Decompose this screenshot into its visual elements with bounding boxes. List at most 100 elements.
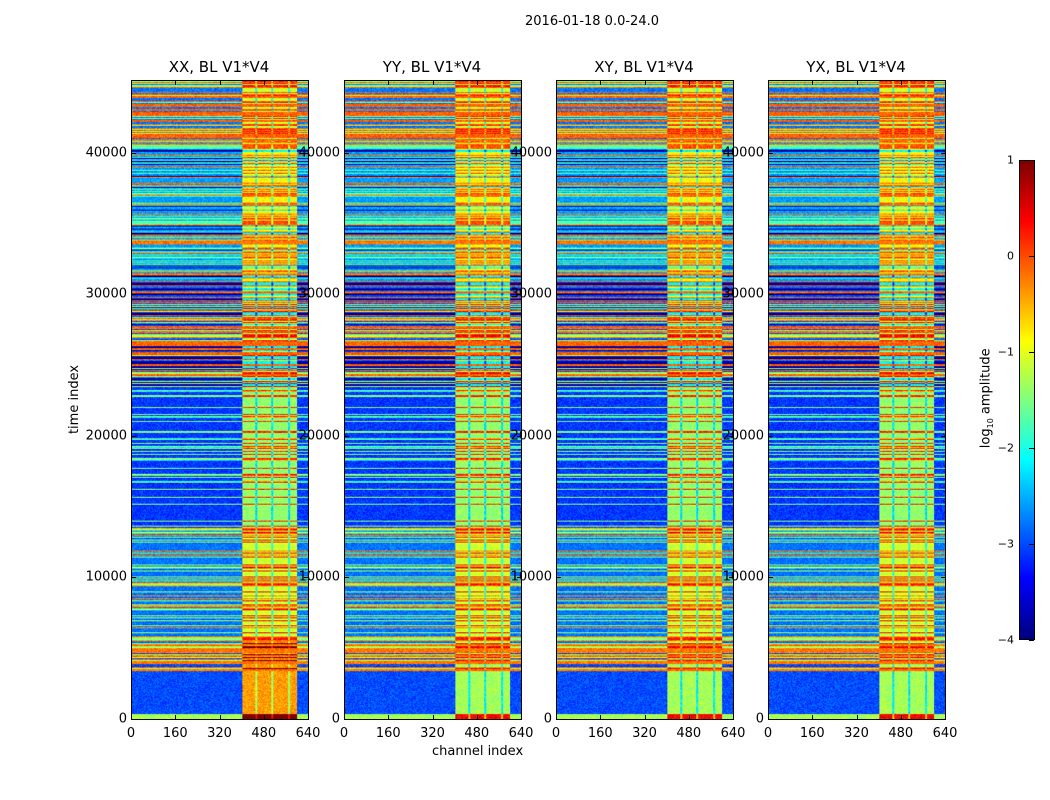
y-tick-label: 10000 xyxy=(298,569,340,585)
y-tick xyxy=(556,152,561,154)
x-tick-label: 320 xyxy=(632,726,657,741)
x-tick xyxy=(388,715,390,720)
colorbar xyxy=(1019,160,1035,640)
x-tick xyxy=(388,80,390,85)
x-tick xyxy=(432,80,434,85)
y-tick xyxy=(344,577,349,579)
x-tick xyxy=(768,715,769,720)
y-tick xyxy=(941,577,946,579)
colorbar-tick xyxy=(1029,448,1034,449)
y-tick xyxy=(131,577,136,579)
colorbar-tick-label: 0 xyxy=(1007,249,1014,263)
x-tick xyxy=(600,715,602,720)
y-tick xyxy=(517,719,522,720)
colorbar-tick xyxy=(1029,160,1034,161)
panel-title: YX, BL V1*V4 xyxy=(806,58,906,76)
x-tick-label: 480 xyxy=(676,726,702,741)
x-tick xyxy=(263,715,265,720)
colorbar-tick-label: −1 xyxy=(997,345,1014,359)
x-tick xyxy=(945,80,946,85)
y-tick xyxy=(941,719,946,720)
x-tick xyxy=(600,80,602,85)
heatmap-image xyxy=(345,81,521,719)
y-tick xyxy=(768,435,773,437)
x-tick-label: 640 xyxy=(720,726,746,741)
x-tick xyxy=(900,80,902,85)
x-tick xyxy=(688,715,690,720)
x-tick xyxy=(521,715,522,720)
y-tick xyxy=(768,152,773,154)
y-tick xyxy=(729,152,734,154)
y-tick xyxy=(517,152,522,154)
colorbar-tick-label: −4 xyxy=(997,633,1014,647)
y-tick xyxy=(556,577,561,579)
y-tick xyxy=(941,152,946,154)
x-tick xyxy=(476,715,478,720)
x-tick-label: 160 xyxy=(162,726,188,741)
x-tick xyxy=(308,715,309,720)
x-tick xyxy=(219,715,221,720)
y-tick xyxy=(556,719,561,720)
heatmap-panel xyxy=(131,80,309,720)
x-tick xyxy=(644,80,646,85)
x-tick xyxy=(175,80,177,85)
heatmap-image xyxy=(769,81,945,719)
x-tick-label: 480 xyxy=(251,726,277,741)
y-tick-label: 30000 xyxy=(510,286,552,302)
colorbar-tick-label: −3 xyxy=(997,537,1014,551)
y-tick xyxy=(304,294,309,296)
y-tick xyxy=(729,294,734,296)
y-tick-label: 0 xyxy=(543,711,552,727)
y-tick xyxy=(304,435,309,437)
y-tick-label: 30000 xyxy=(298,286,340,302)
y-tick xyxy=(131,719,136,720)
x-tick-label: 0 xyxy=(339,726,349,741)
x-tick xyxy=(856,80,858,85)
y-tick-label: 10000 xyxy=(85,569,127,585)
figure-suptitle: 2016-01-18 0.0-24.0 xyxy=(525,14,659,29)
x-tick xyxy=(308,80,309,85)
x-tick-label: 0 xyxy=(126,726,136,741)
y-tick xyxy=(517,435,522,437)
x-tick xyxy=(131,715,132,720)
y-tick xyxy=(729,577,734,579)
y-tick xyxy=(131,435,136,437)
y-tick xyxy=(304,719,309,720)
y-tick-label: 0 xyxy=(755,711,764,727)
x-tick xyxy=(768,80,769,85)
heatmap-panel xyxy=(556,80,734,720)
x-tick-label: 640 xyxy=(508,726,534,741)
y-tick xyxy=(304,152,309,154)
x-tick xyxy=(432,715,434,720)
colorbar-tick-label: 1 xyxy=(1007,153,1014,167)
x-tick-label: 640 xyxy=(932,726,958,741)
panel-title: XY, BL V1*V4 xyxy=(594,58,694,76)
x-axis-label: channel index xyxy=(432,744,524,759)
x-tick-label: 480 xyxy=(888,726,914,741)
y-tick xyxy=(517,294,522,296)
y-tick-label: 40000 xyxy=(85,145,127,161)
x-tick xyxy=(521,80,522,85)
heatmap-image xyxy=(557,81,733,719)
y-tick xyxy=(768,577,773,579)
y-tick-label: 30000 xyxy=(85,286,127,302)
x-tick xyxy=(175,715,177,720)
x-tick xyxy=(556,80,557,85)
y-tick-label: 20000 xyxy=(85,428,127,444)
x-tick xyxy=(556,715,557,720)
x-tick xyxy=(131,80,132,85)
colorbar-tick xyxy=(1029,352,1034,353)
y-tick-label: 40000 xyxy=(298,145,340,161)
x-tick xyxy=(945,715,946,720)
x-tick xyxy=(688,80,690,85)
y-tick xyxy=(344,152,349,154)
y-tick-label: 0 xyxy=(118,711,127,727)
y-tick-label: 40000 xyxy=(722,145,764,161)
x-tick-label: 320 xyxy=(207,726,232,741)
y-tick-label: 20000 xyxy=(510,428,552,444)
x-tick-label: 160 xyxy=(375,726,401,741)
y-tick xyxy=(729,435,734,437)
x-tick-label: 0 xyxy=(551,726,561,741)
y-tick-label: 30000 xyxy=(722,286,764,302)
y-axis-label: time index xyxy=(67,364,83,435)
